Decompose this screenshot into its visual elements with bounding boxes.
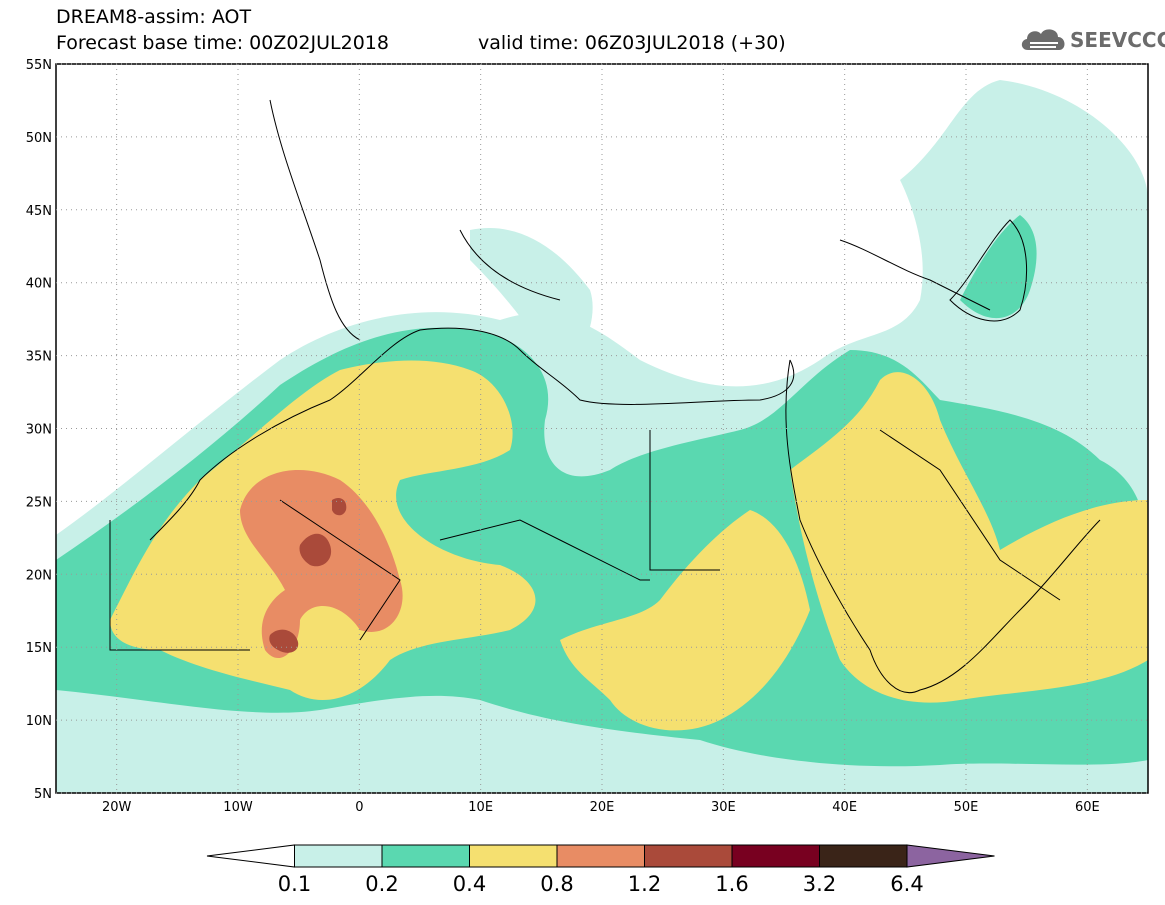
colorbar-label: 1.2 xyxy=(627,872,662,896)
colorbar-segment xyxy=(819,844,908,868)
lat-tick-label: 50N xyxy=(26,131,52,146)
lat-tick-label: 15N xyxy=(26,641,52,656)
lon-tick-label: 0 xyxy=(355,800,363,815)
aot-level-1-2 xyxy=(269,498,347,653)
lat-tick-label: 10N xyxy=(26,714,52,729)
colorbar xyxy=(206,844,995,868)
lon-tick-label: 60E xyxy=(1075,800,1100,815)
colorbar-segment xyxy=(469,844,558,868)
colorbar-label: 0.8 xyxy=(540,872,574,896)
axis-ticks: 55N 50N 45N 40N 35N 30N 25N 20N 15N 10N 5N 20W 10W 0 1… xyxy=(26,58,1148,815)
lat-tick-label: 40N xyxy=(26,277,52,292)
colorbar-segment xyxy=(556,844,645,868)
colorbar-segment xyxy=(381,844,470,868)
colorbar-segment xyxy=(294,844,383,868)
valid-time: valid time: 06Z03JUL2018 (+30) xyxy=(478,32,786,54)
lat-tick-label: 5N xyxy=(34,787,52,802)
aot-level-0-4 xyxy=(110,360,1148,731)
lat-tick-label: 35N xyxy=(26,350,52,365)
colorbar-label: 1.6 xyxy=(715,872,749,896)
colorbar-label: 3.2 xyxy=(802,872,837,896)
lat-tick-label: 30N xyxy=(26,423,52,438)
lon-tick-label: 10W xyxy=(223,800,253,815)
forecast-base-time: Forecast base time: 00Z02JUL2018 xyxy=(56,32,389,54)
lat-tick-label: 20N xyxy=(26,568,52,583)
seevccc-logo: SEEVCCC xyxy=(1018,22,1165,56)
cloud-icon xyxy=(1021,29,1065,50)
colorbar-high-arrow xyxy=(906,844,995,868)
colorbar-label: 0.4 xyxy=(452,872,487,896)
colorbar-segment xyxy=(644,844,733,868)
aot-level-0-2-caspian xyxy=(960,215,1037,319)
lat-tick-label: 45N xyxy=(26,204,52,219)
colorbar-label: 6.4 xyxy=(890,872,924,896)
aot-field xyxy=(56,80,1148,793)
lat-tick-label: 25N xyxy=(26,495,52,510)
lon-tick-label: 40E xyxy=(832,800,857,815)
colorbar-label: 0.1 xyxy=(277,872,312,896)
colorbar-segment xyxy=(731,844,820,868)
lat-tick-label: 55N xyxy=(26,58,52,73)
coastlines xyxy=(109,99,1101,694)
logo-text: SEEVCCC xyxy=(1070,28,1165,52)
map-title: DREAM8-assim: AOT xyxy=(56,6,252,28)
colorbar-low-arrow xyxy=(206,844,295,868)
lon-tick-label: 30E xyxy=(711,800,736,815)
colorbar-label: 0.2 xyxy=(365,872,399,896)
lon-tick-label: 50E xyxy=(954,800,979,815)
lon-tick-label: 20E xyxy=(590,800,615,815)
lon-tick-label: 10E xyxy=(468,800,493,815)
lon-tick-label: 20W xyxy=(102,800,132,815)
